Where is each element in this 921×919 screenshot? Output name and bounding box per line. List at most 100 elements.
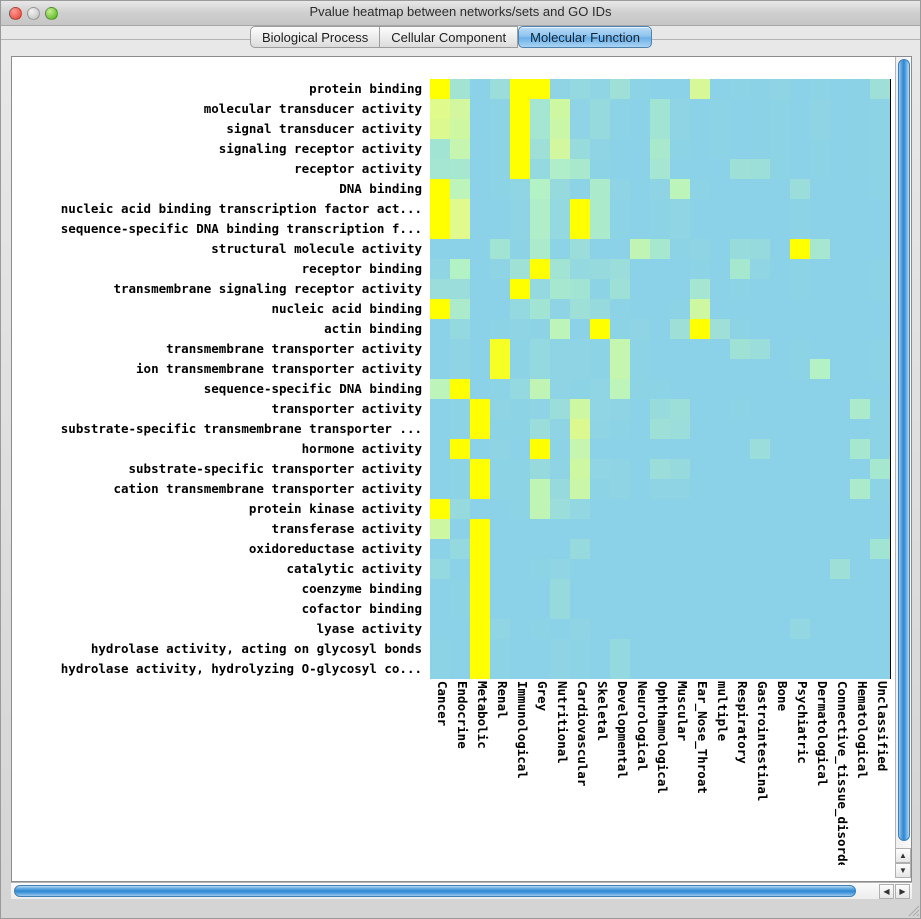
heatmap-cell[interactable] (770, 79, 790, 99)
heatmap-cell[interactable] (810, 359, 830, 379)
heatmap-cell[interactable] (710, 419, 730, 439)
heatmap-cell[interactable] (850, 459, 870, 479)
heatmap-cell[interactable] (590, 359, 610, 379)
heatmap-cell[interactable] (730, 79, 750, 99)
heatmap-cell[interactable] (530, 99, 550, 119)
heatmap-cell[interactable] (670, 459, 690, 479)
heatmap-cell[interactable] (870, 379, 890, 399)
heatmap-cell[interactable] (550, 479, 570, 499)
heatmap-cell[interactable] (850, 179, 870, 199)
heatmap-cell[interactable] (590, 459, 610, 479)
heatmap-cell[interactable] (770, 439, 790, 459)
heatmap-cell[interactable] (470, 79, 490, 99)
heatmap-cell[interactable] (730, 439, 750, 459)
heatmap-cell[interactable] (550, 79, 570, 99)
minimize-window-button[interactable] (27, 7, 40, 20)
heatmap-cell[interactable] (430, 539, 450, 559)
heatmap-cell[interactable] (470, 579, 490, 599)
heatmap-cell[interactable] (430, 299, 450, 319)
heatmap-cell[interactable] (670, 439, 690, 459)
heatmap-cell[interactable] (510, 419, 530, 439)
heatmap-cell[interactable] (670, 299, 690, 319)
heatmap-cell[interactable] (670, 579, 690, 599)
heatmap-cell[interactable] (630, 599, 650, 619)
heatmap-cell[interactable] (450, 299, 470, 319)
heatmap-cell[interactable] (850, 99, 870, 119)
heatmap-cell[interactable] (810, 199, 830, 219)
heatmap-cell[interactable] (550, 139, 570, 159)
heatmap-cell[interactable] (570, 419, 590, 439)
heatmap-cell[interactable] (450, 79, 470, 99)
heatmap-cell[interactable] (470, 199, 490, 219)
heatmap-cell[interactable] (690, 579, 710, 599)
heatmap-cell[interactable] (610, 139, 630, 159)
heatmap-cell[interactable] (630, 399, 650, 419)
heatmap-cell[interactable] (630, 279, 650, 299)
heatmap-cell[interactable] (530, 479, 550, 499)
heatmap-cell[interactable] (610, 239, 630, 259)
heatmap-cell[interactable] (810, 219, 830, 239)
heatmap-cell[interactable] (630, 299, 650, 319)
horizontal-scrollbar-thumb[interactable] (14, 885, 856, 897)
heatmap-cell[interactable] (670, 519, 690, 539)
heatmap-cell[interactable] (550, 519, 570, 539)
heatmap-cell[interactable] (650, 99, 670, 119)
heatmap-cell[interactable] (810, 79, 830, 99)
heatmap-cell[interactable] (810, 139, 830, 159)
heatmap-cell[interactable] (770, 139, 790, 159)
heatmap-cell[interactable] (490, 99, 510, 119)
heatmap-cell[interactable] (770, 399, 790, 419)
heatmap-cell[interactable] (610, 599, 630, 619)
heatmap-cell[interactable] (650, 119, 670, 139)
heatmap-cell[interactable] (730, 259, 750, 279)
heatmap-cell[interactable] (430, 159, 450, 179)
heatmap-cell[interactable] (710, 199, 730, 219)
heatmap-cell[interactable] (770, 119, 790, 139)
heatmap-cell[interactable] (750, 159, 770, 179)
heatmap-cell[interactable] (870, 619, 890, 639)
heatmap-cell[interactable] (830, 339, 850, 359)
heatmap-cell[interactable] (530, 279, 550, 299)
heatmap-cell[interactable] (470, 179, 490, 199)
heatmap-cell[interactable] (750, 179, 770, 199)
heatmap-cell[interactable] (430, 419, 450, 439)
heatmap-cell[interactable] (810, 479, 830, 499)
heatmap-cell[interactable] (530, 299, 550, 319)
heatmap-cell[interactable] (670, 139, 690, 159)
heatmap-cell[interactable] (430, 219, 450, 239)
heatmap-cell[interactable] (730, 179, 750, 199)
heatmap-cell[interactable] (790, 419, 810, 439)
heatmap-cell[interactable] (490, 179, 510, 199)
heatmap-cell[interactable] (510, 559, 530, 579)
heatmap-cell[interactable] (530, 359, 550, 379)
heatmap-cell[interactable] (810, 519, 830, 539)
heatmap-cell[interactable] (830, 139, 850, 159)
heatmap-cell[interactable] (790, 179, 810, 199)
heatmap-cell[interactable] (790, 199, 810, 219)
heatmap-cell[interactable] (790, 579, 810, 599)
heatmap-cell[interactable] (770, 519, 790, 539)
heatmap-cell[interactable] (510, 119, 530, 139)
heatmap-cell[interactable] (690, 279, 710, 299)
heatmap-cell[interactable] (830, 99, 850, 119)
heatmap-cell[interactable] (810, 339, 830, 359)
heatmap-cell[interactable] (690, 119, 710, 139)
heatmap-cell[interactable] (850, 579, 870, 599)
heatmap-cell[interactable] (630, 499, 650, 519)
heatmap-cell[interactable] (530, 159, 550, 179)
heatmap-cell[interactable] (650, 539, 670, 559)
heatmap-cell[interactable] (550, 659, 570, 679)
heatmap-cell[interactable] (450, 119, 470, 139)
heatmap-cell[interactable] (590, 559, 610, 579)
heatmap-cell[interactable] (810, 559, 830, 579)
heatmap-cell[interactable] (430, 659, 450, 679)
heatmap-cell[interactable] (610, 579, 630, 599)
heatmap-cell[interactable] (650, 219, 670, 239)
heatmap-cell[interactable] (510, 239, 530, 259)
heatmap-cell[interactable] (870, 359, 890, 379)
heatmap-cell[interactable] (470, 399, 490, 419)
heatmap-cell[interactable] (550, 119, 570, 139)
heatmap-cell[interactable] (550, 279, 570, 299)
heatmap-cell[interactable] (630, 659, 650, 679)
heatmap-cell[interactable] (490, 599, 510, 619)
